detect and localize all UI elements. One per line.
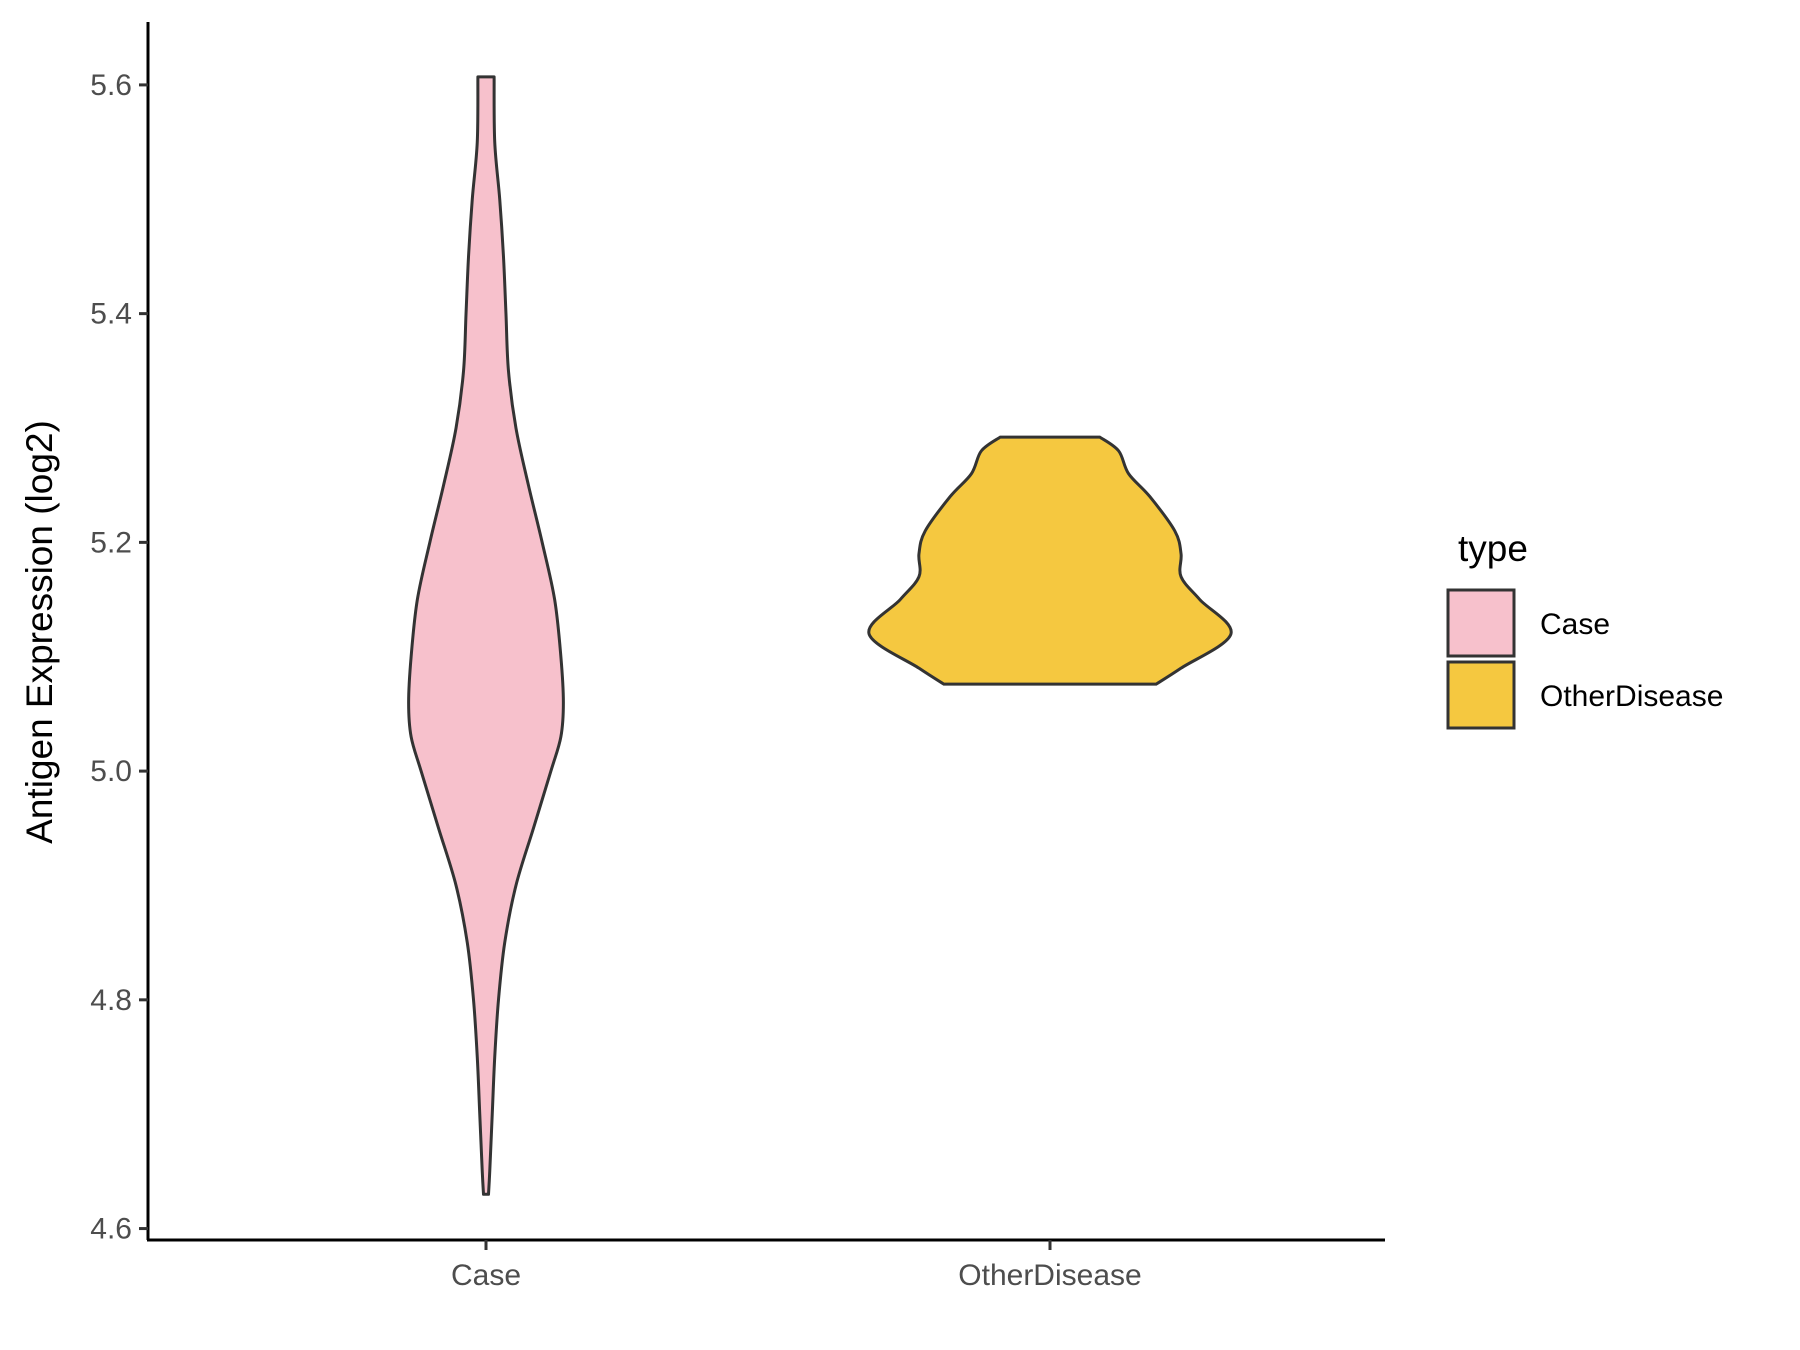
legend-swatch — [1446, 588, 1516, 658]
y-axis-title: Antigen Expression (log2) — [19, 420, 60, 844]
legend-label: OtherDisease — [1540, 680, 1723, 713]
y-tick-label: 4.8 — [90, 984, 132, 1017]
x-tick-label: OtherDisease — [958, 1259, 1141, 1292]
legend: type Case OtherDisease — [1446, 528, 1723, 730]
y-tick-label: 4.6 — [90, 1213, 132, 1246]
legend-swatch — [1446, 660, 1516, 730]
y-tick-label: 5.0 — [90, 755, 132, 788]
legend-title: type — [1458, 528, 1528, 569]
violins-layer — [407, 75, 1233, 1196]
x-axis-ticks: Case OtherDisease — [451, 1240, 1142, 1292]
x-tick-label: Case — [451, 1259, 521, 1292]
y-tick-label: 5.2 — [90, 526, 132, 559]
y-tick-label: 5.4 — [90, 298, 132, 331]
y-tick-label: 5.6 — [90, 69, 132, 102]
violin-otherdisease — [867, 435, 1233, 686]
legend-label: Case — [1540, 608, 1610, 641]
violin-case — [407, 75, 565, 1196]
y-axis-ticks: 4.6 4.8 5.0 5.2 5.4 5.6 — [90, 69, 148, 1246]
legend-entries: Case OtherDisease — [1446, 588, 1723, 730]
